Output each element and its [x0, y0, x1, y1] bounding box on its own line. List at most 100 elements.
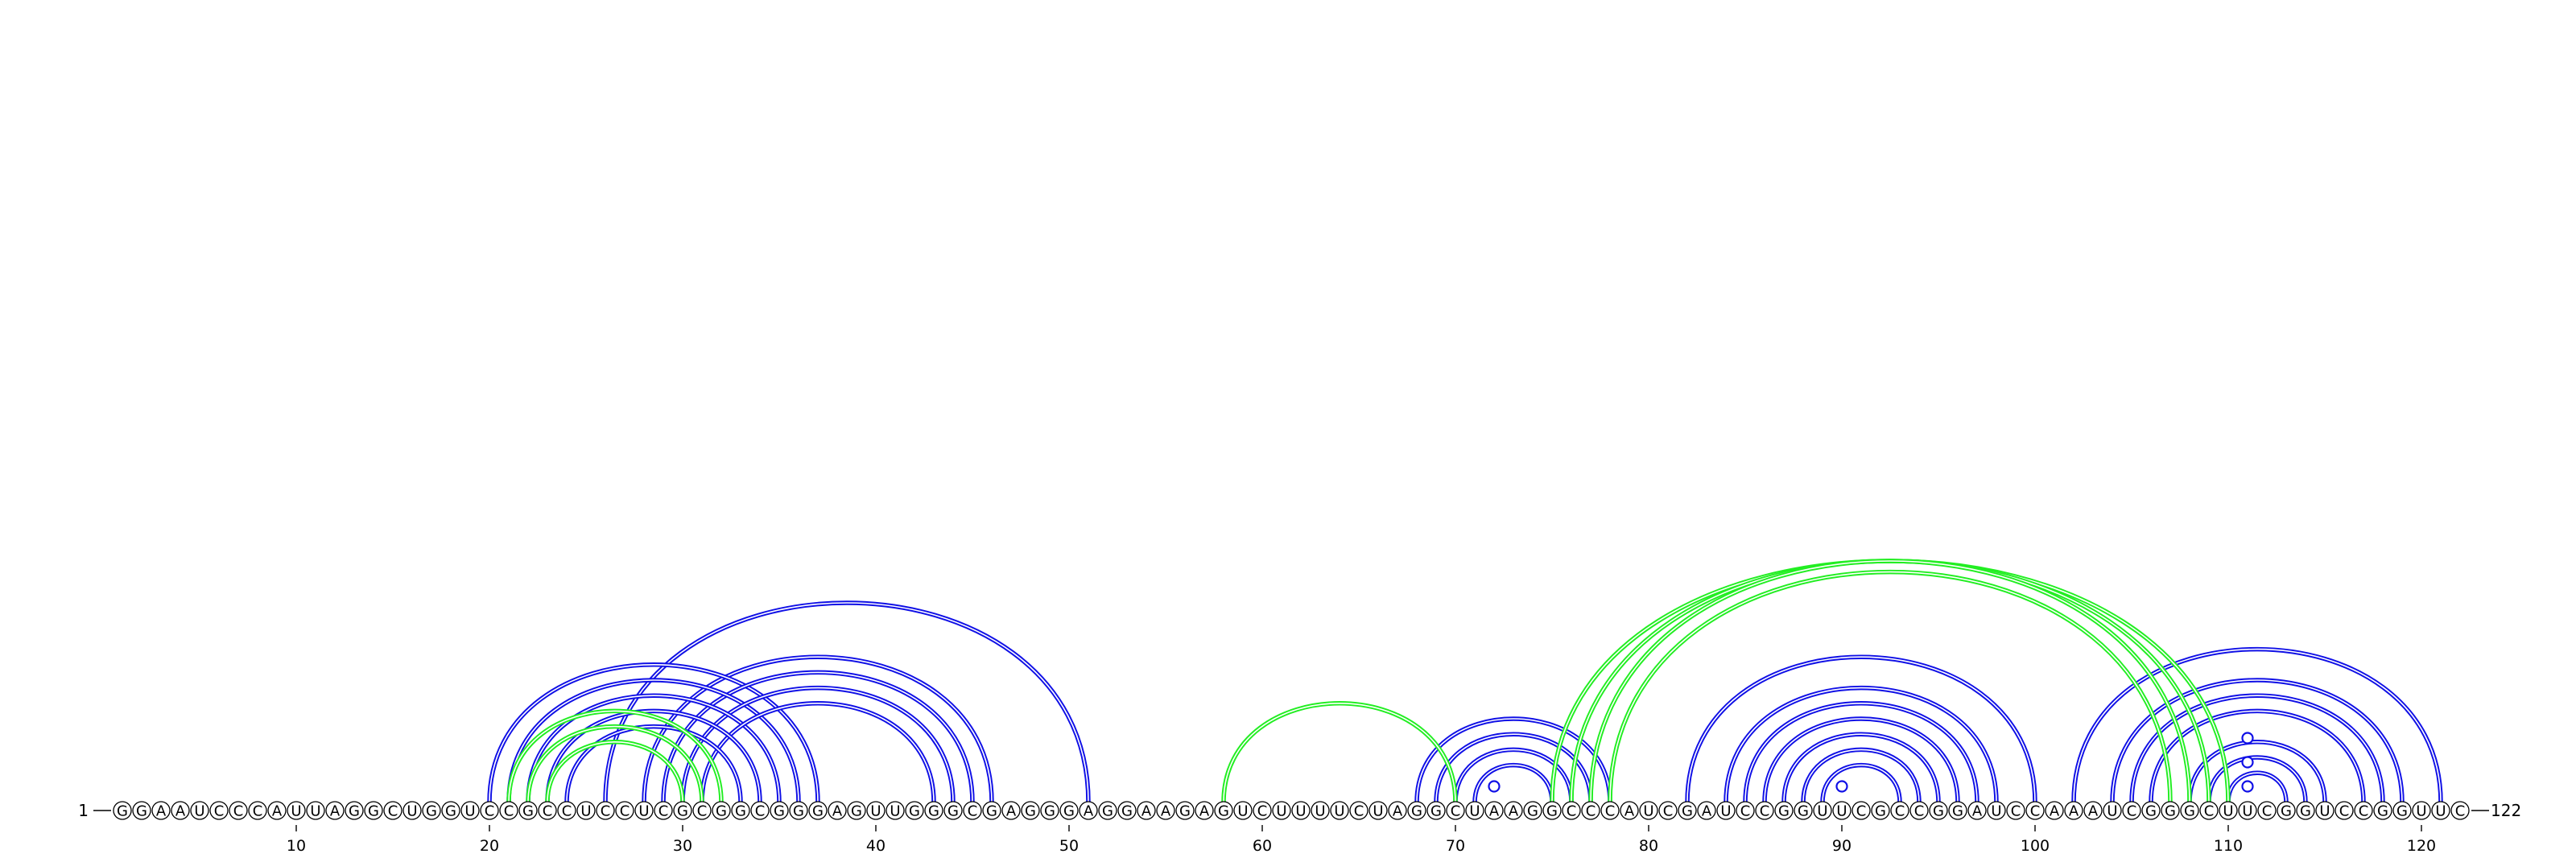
nucleotide: C — [1736, 801, 1755, 820]
nucleotide: G — [905, 801, 924, 820]
nucleotide: C — [750, 801, 770, 820]
nucleotide: C — [2025, 801, 2045, 820]
nucleotide: U — [1330, 801, 1349, 820]
blue-pair-arc — [1453, 747, 1574, 803]
nucleotide-circle — [1079, 801, 1098, 820]
nucleotide-circle — [1330, 801, 1349, 820]
nucleotide-circle — [808, 801, 828, 820]
nucleotide-circle — [1929, 801, 1948, 820]
nucleotide-letter: G — [1546, 803, 1558, 820]
nucleotide-circle — [2354, 801, 2373, 820]
nucleotide: G — [1040, 801, 1059, 820]
nucleotide: G — [113, 801, 132, 820]
arc-marker — [2241, 756, 2254, 769]
nucleotide: G — [1021, 801, 1040, 820]
blue-pair-arc — [2129, 693, 2385, 803]
nucleotide-circle — [1465, 801, 1484, 820]
blue-pair-arc — [526, 693, 782, 803]
nucleotide-circle — [2296, 801, 2315, 820]
nucleotide-circle — [1716, 801, 1736, 820]
nucleotide-letter: C — [1740, 803, 1751, 820]
blue-pair-arc — [1434, 732, 1593, 803]
nucleotide: C — [1909, 801, 1929, 820]
nucleotide-circle — [1446, 801, 1465, 820]
nucleotide-circle — [1368, 801, 1388, 820]
nucleotide-letter: U — [2223, 803, 2233, 820]
blue-arc-inner — [1435, 733, 1591, 803]
nucleotide-letter: U — [2242, 803, 2252, 820]
nucleotide: G — [1542, 801, 1562, 820]
nucleotide: G — [1214, 801, 1233, 820]
nucleotide-circle — [2315, 801, 2334, 820]
nucleotide: C — [1890, 801, 1909, 820]
nucleotide-letter: C — [1586, 803, 1596, 820]
blue-arc-outer — [1781, 732, 1941, 803]
nucleotide-letter: G — [1044, 803, 1055, 820]
nucleotide: C — [2257, 801, 2277, 820]
green-arc-outer — [1588, 559, 2192, 803]
nucleotide-letter: G — [1778, 803, 1790, 820]
nucleotide-letter: U — [1836, 803, 1847, 820]
nucleotide: A — [1388, 801, 1407, 820]
arc-marker — [1835, 780, 1848, 793]
nucleotide-letter: U — [464, 803, 475, 820]
nucleotide-circle — [2431, 801, 2450, 820]
blue-pair-arc — [1685, 654, 2037, 803]
axis-tick-label: 50 — [1059, 837, 1079, 855]
nucleotide-letter: G — [2145, 803, 2157, 820]
nucleotide-circle — [113, 801, 132, 820]
nucleotide-circle — [209, 801, 229, 820]
nucleotide: G — [943, 801, 963, 820]
nucleotide: G — [712, 801, 731, 820]
nucleotide-letter: C — [1451, 803, 1461, 820]
nucleotide: G — [132, 801, 151, 820]
nucleotide-letter: U — [2319, 803, 2330, 820]
nucleotide: G — [1929, 801, 1948, 820]
nucleotide-letter: U — [2435, 803, 2446, 820]
nucleotide-circle — [480, 801, 499, 820]
blue-arc-inner — [2073, 648, 2442, 803]
nucleotide: U — [1311, 801, 1330, 820]
nucleotide: G — [924, 801, 943, 820]
nucleotide: A — [1504, 801, 1523, 820]
nucleotide-letter: U — [580, 803, 591, 820]
nucleotide: C — [499, 801, 518, 820]
nucleotide-letter: G — [1025, 803, 1036, 820]
blue-pair-arc — [661, 670, 975, 803]
nucleotide-circle — [1639, 801, 1658, 820]
nucleotide: G — [731, 801, 750, 820]
nucleotide-letter: C — [755, 803, 766, 820]
nucleotide-letter: C — [504, 803, 514, 820]
nucleotide-circle — [364, 801, 383, 820]
nucleotide: G — [1678, 801, 1697, 820]
nucleotide-letter: G — [986, 803, 997, 820]
nucleotide: U — [2315, 801, 2334, 820]
nucleotide-circle — [963, 801, 982, 820]
nucleotide: U — [2238, 801, 2257, 820]
nucleotide-circle — [1967, 801, 1987, 820]
nucleotide: C — [2334, 801, 2354, 820]
nucleotide: G — [2296, 801, 2315, 820]
nucleotide: U — [576, 801, 596, 820]
blue-arc-inner — [489, 664, 819, 803]
nucleotide-circle — [1407, 801, 1426, 820]
nucleotide-circle — [2257, 801, 2277, 820]
nucleotide-circle — [2373, 801, 2392, 820]
nucleotide: G — [1407, 801, 1426, 820]
nucleotide: A — [1697, 801, 1716, 820]
nucleotide-letter: C — [2204, 803, 2215, 820]
nucleotide-letter: U — [1276, 803, 1286, 820]
nucleotide-letter: A — [1972, 803, 1983, 820]
nucleotide-circle — [1581, 801, 1600, 820]
nucleotide-letter: G — [1933, 803, 1944, 820]
nucleotide-circle — [982, 801, 1001, 820]
nucleotide-circle — [1253, 801, 1272, 820]
nucleotide-letter: U — [1237, 803, 1248, 820]
nucleotide-letter: A — [2069, 803, 2079, 820]
nucleotide-circle — [1388, 801, 1407, 820]
nucleotide-circle — [712, 801, 731, 820]
blue-pair-arc — [1743, 701, 1979, 803]
nucleotide-letter: C — [620, 803, 630, 820]
blue-pair-arc — [2071, 646, 2443, 803]
